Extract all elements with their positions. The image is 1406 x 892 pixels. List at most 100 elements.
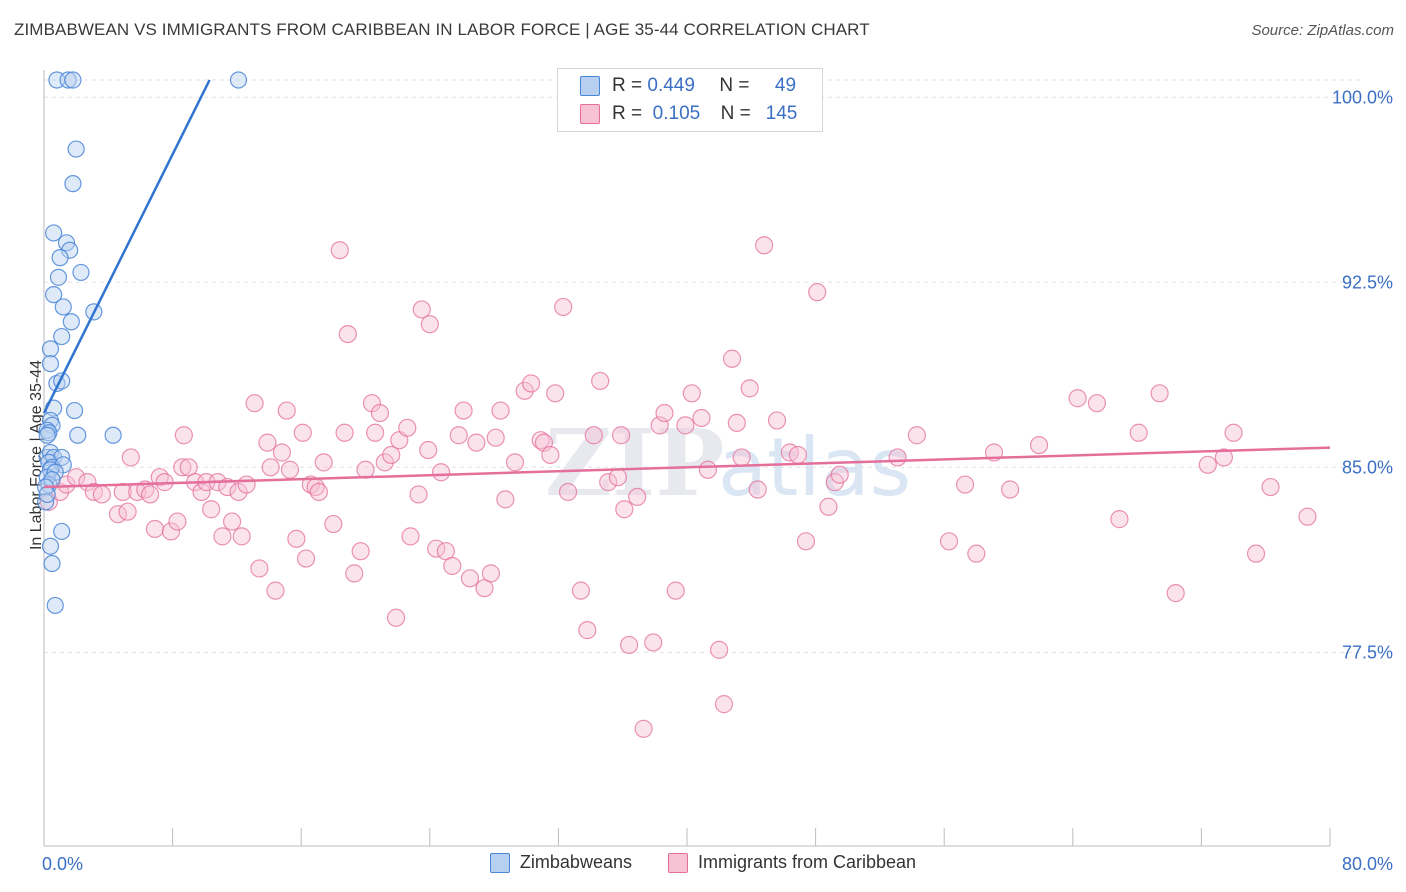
- data-point-caribbean: [237, 475, 256, 494]
- data-point-zimbabwean: [67, 140, 85, 158]
- data-point-caribbean: [558, 482, 578, 502]
- data-point-caribbean: [634, 719, 653, 738]
- data-point-caribbean: [1029, 436, 1049, 455]
- data-point-caribbean: [335, 423, 354, 442]
- data-point-caribbean: [521, 374, 541, 393]
- legend-row-zimbabweans: R = 0.449 N = 49: [580, 73, 796, 99]
- data-point-zimbabwean: [104, 426, 122, 444]
- data-point-caribbean: [1087, 394, 1107, 413]
- data-point-caribbean: [261, 458, 280, 477]
- data-point-caribbean: [174, 426, 193, 445]
- data-point-caribbean: [767, 411, 787, 430]
- legend-row-caribbean: R = 0.105 N = 145: [580, 101, 797, 127]
- data-point-caribbean: [628, 487, 647, 507]
- data-point-caribbean: [370, 403, 390, 423]
- data-point-caribbean: [92, 485, 111, 504]
- source-label: Source: ZipAtlas.com: [1251, 22, 1394, 39]
- data-point-caribbean: [676, 416, 695, 435]
- data-point-caribbean: [620, 635, 639, 655]
- data-point-caribbean: [366, 423, 385, 442]
- data-point-caribbean: [615, 500, 634, 519]
- data-point-caribbean: [375, 453, 394, 472]
- data-point-caribbean: [449, 426, 468, 445]
- data-point-caribbean: [382, 445, 401, 465]
- data-point-zimbabwean: [53, 327, 71, 346]
- data-point-zimbabwean: [72, 263, 90, 282]
- data-point-caribbean: [481, 564, 500, 583]
- data-point-caribbean: [608, 468, 627, 487]
- data-point-zimbabwean: [41, 340, 60, 358]
- data-point-zimbabwean: [45, 224, 63, 242]
- data-point-zimbabwean: [65, 401, 84, 420]
- data-point-caribbean: [173, 458, 192, 477]
- data-point-caribbean: [740, 379, 759, 398]
- data-point-caribbean: [888, 448, 907, 467]
- data-point-caribbean: [161, 522, 181, 541]
- data-point-caribbean: [755, 236, 774, 255]
- data-point-zimbabwean: [62, 313, 80, 331]
- data-point-caribbean: [293, 423, 312, 442]
- data-point-zimbabwean: [49, 268, 68, 286]
- data-point-caribbean: [314, 453, 333, 472]
- data-point-caribbean: [578, 621, 597, 640]
- watermark: ZIP atlas: [545, 409, 911, 517]
- data-point-caribbean: [467, 433, 486, 452]
- data-point-caribbean: [145, 519, 165, 539]
- data-point-caribbean: [1129, 423, 1148, 442]
- data-point-caribbean: [277, 401, 296, 420]
- trend-lines: [42, 79, 1331, 489]
- data-point-caribbean: [1246, 544, 1266, 563]
- data-point-zimbabwean: [38, 426, 56, 444]
- data-point-zimbabwean: [54, 298, 72, 316]
- data-point-caribbean: [272, 443, 292, 462]
- data-point-caribbean: [431, 463, 451, 482]
- data-point-caribbean: [611, 426, 631, 445]
- data-point-caribbean: [546, 384, 565, 403]
- data-point-caribbean: [599, 473, 618, 492]
- gridlines: [44, 79, 1360, 653]
- blue-series: [37, 71, 248, 615]
- bottom-legend-label: Immigrants from Caribbean: [697, 852, 917, 872]
- data-point-caribbean: [1110, 510, 1129, 529]
- data-point-caribbean: [714, 695, 734, 714]
- data-point-caribbean: [505, 453, 525, 472]
- data-point-caribbean: [351, 542, 370, 561]
- data-point-caribbean: [443, 556, 462, 576]
- data-point-zimbabwean: [69, 426, 87, 444]
- data-point-zimbabwean: [53, 522, 71, 541]
- data-point-caribbean: [515, 381, 534, 400]
- bottom-legend-caribbean: Immigrants from Caribbean: [667, 852, 917, 873]
- data-point-caribbean: [1068, 389, 1087, 408]
- data-point-caribbean: [202, 500, 221, 519]
- x-tick-label: 80.0%: [1342, 854, 1393, 874]
- data-point-caribbean: [819, 497, 838, 516]
- data-point-caribbean: [1150, 384, 1169, 403]
- legend-r-value: 0.105: [652, 103, 701, 124]
- data-point-zimbabwean: [45, 286, 63, 304]
- data-point-caribbean: [1214, 448, 1234, 467]
- legend-r-label: R =: [612, 103, 643, 124]
- watermark-zip: ZIP: [545, 409, 724, 517]
- bottom-legend-label: Zimbabweans: [519, 852, 632, 872]
- data-point-caribbean: [907, 426, 926, 445]
- data-point-caribbean: [486, 428, 505, 447]
- data-point-caribbean: [250, 559, 269, 578]
- data-point-caribbean: [338, 324, 357, 344]
- data-point-caribbean: [213, 527, 232, 546]
- data-point-caribbean: [692, 408, 711, 428]
- data-point-caribbean: [324, 514, 343, 534]
- legend-n-label: N =: [719, 75, 750, 96]
- bottom-legend-swatch-pink: [667, 852, 688, 873]
- data-point-caribbean: [386, 608, 406, 627]
- data-point-caribbean: [192, 482, 211, 502]
- bottom-legend-zimbabweans: Zimbabweans: [489, 852, 632, 873]
- data-point-caribbean: [682, 384, 701, 403]
- trend-line-zimbabwean: [42, 79, 211, 414]
- pink-series: [39, 236, 1317, 738]
- data-point-caribbean: [698, 460, 717, 479]
- data-point-caribbean: [491, 401, 510, 420]
- data-point-caribbean: [309, 482, 328, 502]
- data-point-caribbean: [955, 475, 975, 494]
- data-point-caribbean: [412, 300, 431, 319]
- chart-title: ZIMBABWEAN VS IMMIGRANTS FROM CARIBBEAN …: [14, 20, 870, 39]
